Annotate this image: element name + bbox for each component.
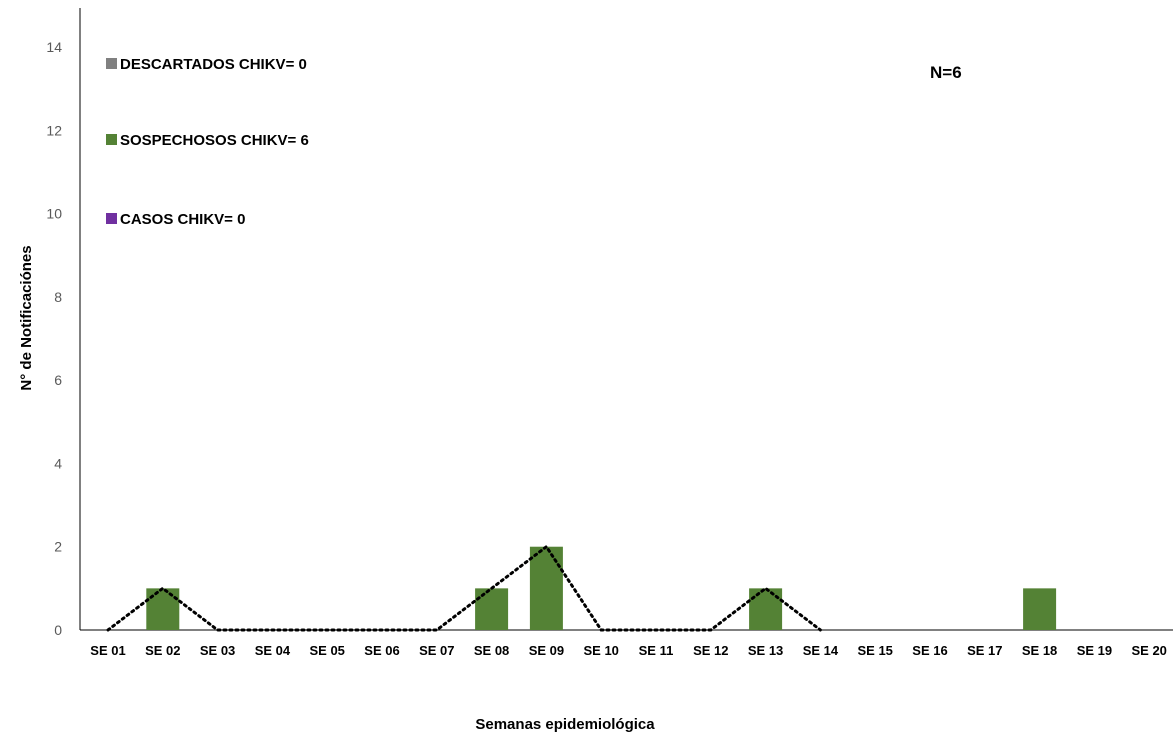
y-axis-title: N° de Notificaciónes xyxy=(18,245,35,390)
y-tick-label: 10 xyxy=(46,206,62,222)
y-tick-labels: 0 2 4 6 8 10 12 14 xyxy=(46,39,62,638)
legend-label: SOSPECHOSOS CHIKV= 6 xyxy=(120,132,309,149)
bar xyxy=(1023,588,1057,630)
x-tick-label: SE 04 xyxy=(255,643,291,658)
x-tick-label: SE 13 xyxy=(748,643,783,658)
y-tick-label: 0 xyxy=(54,622,62,638)
trend-line xyxy=(106,544,822,632)
x-tick-label: SE 18 xyxy=(1022,643,1057,658)
legend-swatch xyxy=(106,58,117,69)
bar xyxy=(475,588,509,630)
x-tick-label: SE 15 xyxy=(857,643,892,658)
x-tick-label: SE 17 xyxy=(967,643,1002,658)
x-tick-label: SE 11 xyxy=(639,643,674,658)
trend-line-path xyxy=(106,544,822,632)
y-tick-label: 4 xyxy=(54,455,62,471)
total-annotation: N=6 xyxy=(930,63,962,82)
y-tick-label: 6 xyxy=(54,372,62,388)
x-tick-label: SE 03 xyxy=(200,643,235,658)
legend-swatch xyxy=(106,134,117,145)
x-tick-label: SE 10 xyxy=(583,643,618,658)
legend-swatch xyxy=(106,213,117,224)
legend: DESCARTADOS CHIKV= 0 SOSPECHOSOS CHIKV= 6… xyxy=(106,56,309,228)
y-axis: 0 2 4 6 8 10 12 14 xyxy=(46,8,81,638)
x-tick-label: SE 14 xyxy=(803,643,839,658)
x-tick-label: SE 20 xyxy=(1131,643,1166,658)
y-tick-label: 2 xyxy=(54,539,62,555)
x-tick-label: SE 09 xyxy=(529,643,564,658)
y-tick-label: 12 xyxy=(46,122,62,138)
x-tick-label: SE 05 xyxy=(309,643,344,658)
y-tick-label: 8 xyxy=(54,289,62,305)
bar xyxy=(529,546,563,630)
x-axis: SE 01 SE 02 SE 03 SE 04 SE 05 SE 06 SE 07 SE 08… xyxy=(80,629,1173,658)
bar xyxy=(146,588,180,630)
x-tick-label: SE 19 xyxy=(1077,643,1112,658)
x-tick-label: SE 01 xyxy=(90,643,125,658)
x-tick-label: SE 06 xyxy=(364,643,399,658)
x-tick-label: SE 07 xyxy=(419,643,454,658)
x-tick-label: SE 02 xyxy=(145,643,180,658)
bars xyxy=(146,546,1057,630)
bar xyxy=(749,588,783,630)
x-tick-labels: SE 01 SE 02 SE 03 SE 04 SE 05 SE 06 SE 07 SE 08… xyxy=(90,643,1167,658)
legend-label: DESCARTADOS CHIKV= 0 xyxy=(120,56,307,73)
x-tick-label: SE 12 xyxy=(693,643,728,658)
x-tick-label: SE 16 xyxy=(912,643,947,658)
legend-label: CASOS CHIKV= 0 xyxy=(120,211,245,228)
y-tick-label: 14 xyxy=(46,39,62,55)
x-tick-label: SE 08 xyxy=(474,643,509,658)
x-axis-title: Semanas epidemiológica xyxy=(475,716,655,733)
